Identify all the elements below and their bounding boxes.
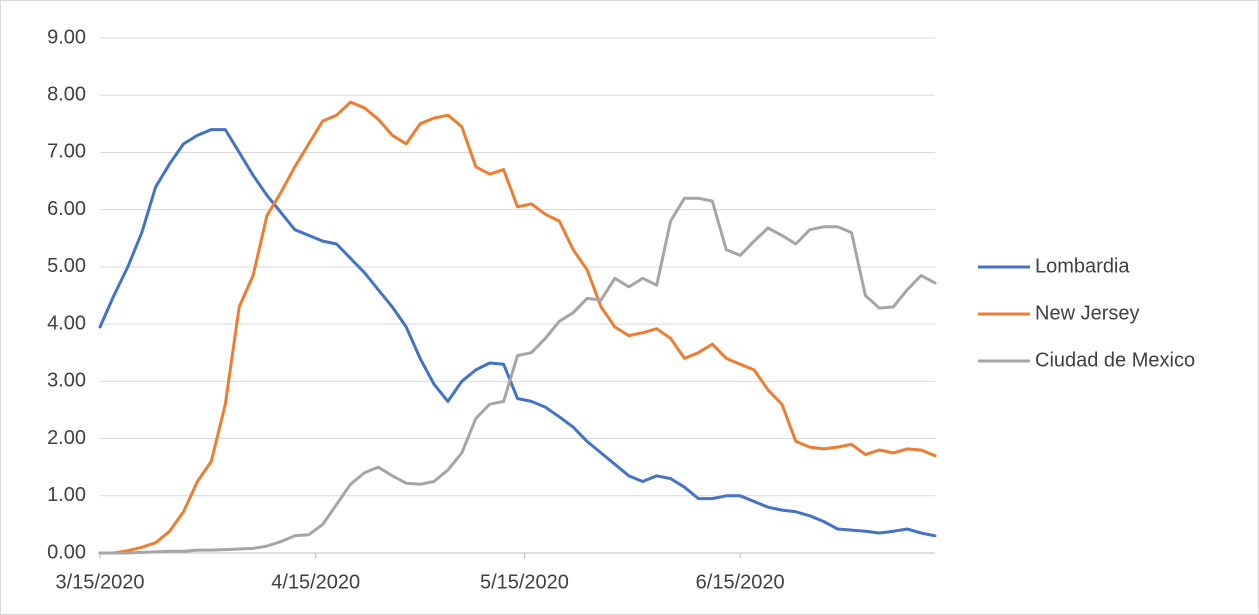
series-line [98,128,937,538]
y-tick-label: 9.00 [47,26,86,48]
y-tick-label: 1.00 [47,484,86,506]
legend-label: New Jersey [1035,302,1139,324]
y-tick-label: 6.00 [47,198,86,220]
y-tick-label: 7.00 [47,141,86,163]
y-tick-label: 5.00 [47,255,86,277]
x-tick-label: 3/15/2020 [56,571,145,593]
y-tick-label: 8.00 [47,84,86,106]
series-line [98,196,937,555]
legend-label: Ciudad de Mexico [1035,349,1195,371]
x-tick-label: 5/15/2020 [480,571,569,593]
y-tick-label: 0.00 [47,541,86,563]
y-tick-label: 3.00 [47,370,86,392]
x-tick-label: 6/15/2020 [696,571,785,593]
y-tick-label: 2.00 [47,427,86,449]
y-tick-label: 4.00 [47,312,86,334]
x-tick-label: 4/15/2020 [271,571,360,593]
series-line [98,100,937,555]
legend-label: Lombardia [1035,255,1130,277]
